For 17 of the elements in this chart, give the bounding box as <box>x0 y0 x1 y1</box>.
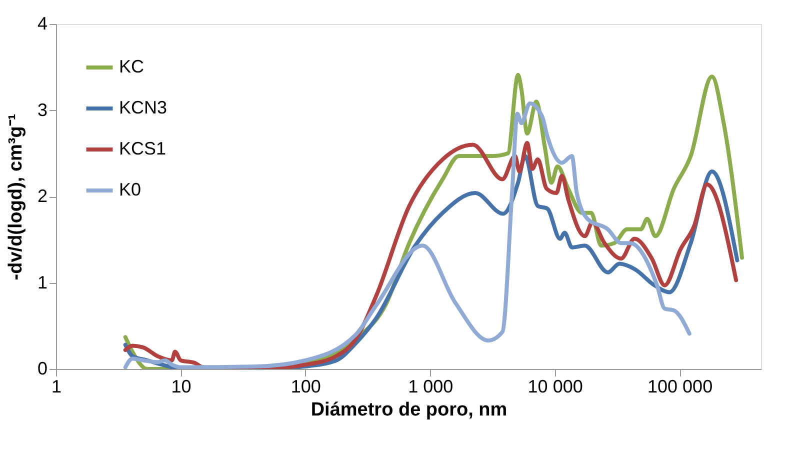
x-tick-label: 1 <box>51 376 62 396</box>
y-tick-label: 1 <box>37 272 48 292</box>
y-axis-title: -dv/d(logd), cm³g⁻¹ <box>5 114 26 280</box>
x-tick-label: 100 000 <box>648 376 713 396</box>
legend-label: K0 <box>119 180 142 200</box>
legend-label: KCN3 <box>119 98 168 118</box>
y-tick-label: 3 <box>37 100 48 120</box>
x-tick-label: 10 <box>171 376 192 396</box>
x-tick-label: 1 000 <box>408 376 454 396</box>
y-tick-label: 2 <box>37 186 48 206</box>
legend-label: KC <box>119 56 144 76</box>
y-tick-label: 4 <box>37 14 48 34</box>
y-tick-label: 0 <box>37 358 48 378</box>
legend-label: KCS1 <box>119 138 166 158</box>
x-tick-label: 10 000 <box>528 376 583 396</box>
x-tick-label: 100 <box>290 376 321 396</box>
x-axis-title: Diámetro de poro, nm <box>310 400 508 420</box>
